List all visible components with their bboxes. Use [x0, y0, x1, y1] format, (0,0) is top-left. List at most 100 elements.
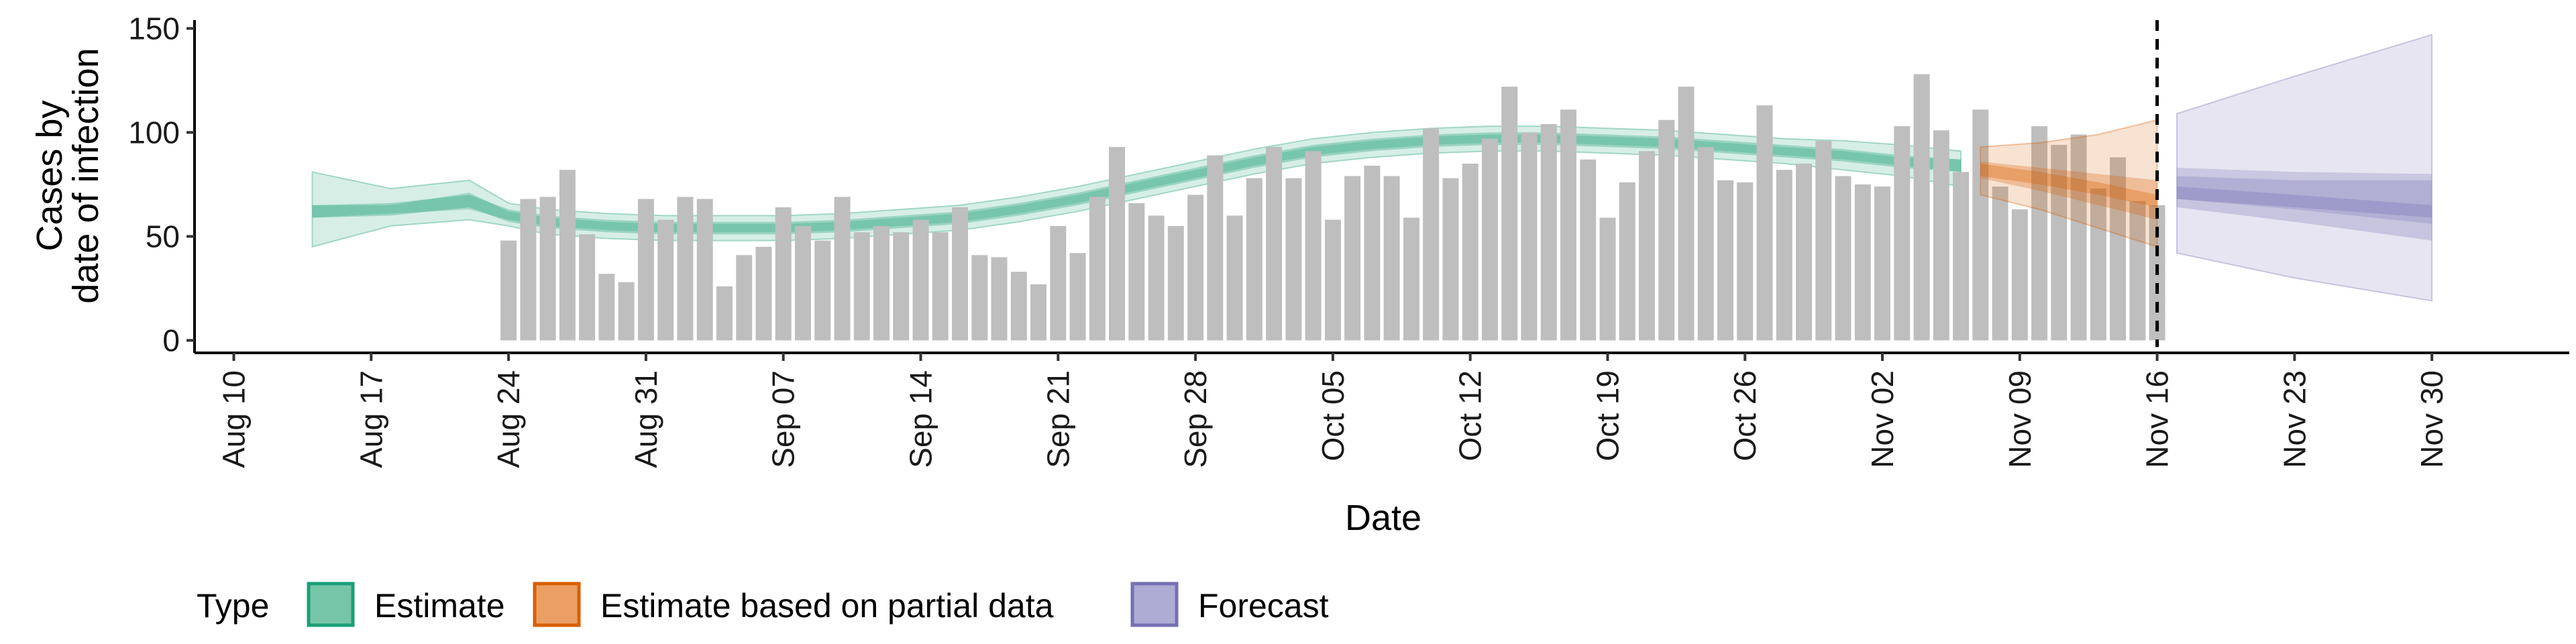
case-bar [1972, 109, 1989, 341]
case-bar [2051, 145, 2068, 341]
case-bar [520, 199, 537, 341]
case-bar [1521, 132, 1538, 341]
case-bar [1285, 178, 1302, 341]
case-bar [1796, 163, 1812, 341]
case-bar [1109, 147, 1125, 341]
x-tick-label: Nov 09 [2002, 370, 2037, 468]
case-bar [1423, 128, 1440, 341]
x-axis-title: Date [1345, 498, 1421, 538]
ribbon-50-estimate-based-on-partial-data [1980, 161, 2157, 220]
case-bar [1854, 184, 1871, 341]
x-tick-label: Aug 24 [491, 370, 526, 468]
case-bar [1619, 182, 1635, 341]
case-bar [618, 282, 635, 341]
case-bar [1344, 176, 1361, 341]
case-bar [1050, 225, 1067, 341]
case-bar [1560, 109, 1576, 341]
case-bar [1678, 87, 1695, 341]
x-tick-label: Sep 28 [1178, 370, 1213, 468]
case-bar [736, 255, 753, 341]
y-tick-label: 100 [128, 115, 180, 150]
case-bar [1089, 197, 1106, 341]
case-bar [893, 232, 910, 341]
x-tick-label: Sep 21 [1040, 370, 1075, 468]
case-bar [1030, 284, 1046, 341]
case-bar [1933, 130, 1949, 341]
axes-layer: 0 50 100 150 Aug 10 Aug 17 Aug 24 Aug 31 Sep 07 S… [128, 11, 2569, 468]
bars-layer [500, 74, 2165, 341]
ribbon-layer [311, 34, 2433, 302]
case-bar [794, 225, 811, 341]
case-bar [2129, 201, 2146, 341]
case-bar [1305, 151, 1322, 341]
legend-key-partial-estimate [533, 582, 581, 627]
case-bar [1697, 147, 1714, 341]
case-bar [2090, 189, 2106, 341]
legend-label-forecast: Forecast [1198, 587, 1329, 625]
case-bar [1501, 87, 1518, 341]
x-tick-label: Aug 10 [217, 370, 252, 468]
case-bar [1069, 253, 1086, 341]
case-bar [559, 170, 576, 341]
case-bar [1992, 186, 2008, 341]
y-tick-label: 50 [146, 219, 180, 254]
case-bar [2031, 126, 2048, 341]
series-estimate-based-on-partial-data [1980, 119, 2158, 248]
case-bar [755, 246, 772, 341]
case-bar [1442, 178, 1459, 341]
case-bar [1580, 159, 1597, 341]
case-bar [912, 219, 929, 341]
case-bar [1462, 163, 1479, 341]
case-bar [1324, 219, 1341, 341]
legend-title: Type [197, 587, 269, 625]
x-tick-label: Nov 30 [2414, 370, 2449, 468]
ribbon-50-estimate [312, 134, 1962, 233]
case-bar [1913, 74, 1930, 341]
x-tick-label: Sep 14 [904, 370, 938, 468]
case-bar [1128, 203, 1145, 341]
legend-key-forecast [1130, 582, 1179, 627]
legend-key-estimate [307, 582, 355, 627]
case-bar [657, 219, 674, 341]
x-tick-label: Sep 07 [766, 370, 801, 468]
case-bar [1226, 215, 1243, 341]
median-band-estimate [312, 132, 1962, 235]
case-bar [971, 255, 988, 341]
y-tick-label: 150 [128, 11, 180, 46]
y-axis-title-line-1: Cases by [30, 100, 70, 251]
y-tick-label: 0 [162, 323, 180, 358]
x-tick-label: Oct 19 [1590, 370, 1625, 462]
median-band-estimate-based-on-partial-data [1980, 163, 2157, 207]
case-bar [1894, 126, 1911, 341]
x-tick-label: Oct 26 [1727, 370, 1762, 462]
x-tick-label: Nov 16 [2140, 370, 2175, 468]
ribbon-90-forecast [2176, 34, 2433, 302]
case-bar [1403, 217, 1419, 341]
case-bar [853, 232, 870, 341]
case-bar [1246, 178, 1263, 341]
series-forecast [2176, 34, 2433, 302]
x-tick-label: Aug 31 [629, 370, 663, 468]
ribbon-30-forecast [2176, 168, 2432, 224]
case-bar [1540, 124, 1557, 341]
case-bar [952, 207, 968, 341]
case-bar [1599, 217, 1616, 341]
case-bar [637, 199, 654, 341]
median-band-forecast [2176, 186, 2432, 218]
case-bar [1874, 186, 1890, 341]
case-bar [1187, 195, 1204, 341]
x-tick-label: Oct 05 [1316, 370, 1350, 462]
case-bar [1776, 170, 1792, 341]
case-bar [1737, 182, 1754, 341]
case-bar [834, 197, 851, 341]
legend-label-partial-estimate: Estimate based on partial data [600, 587, 1054, 625]
case-bar [2110, 157, 2127, 341]
case-bar [1010, 272, 1027, 341]
case-bar [1364, 166, 1381, 341]
case-bar [598, 274, 615, 341]
x-tick-label: Aug 17 [354, 370, 388, 468]
case-bar [696, 199, 713, 341]
case-bar [991, 257, 1008, 341]
